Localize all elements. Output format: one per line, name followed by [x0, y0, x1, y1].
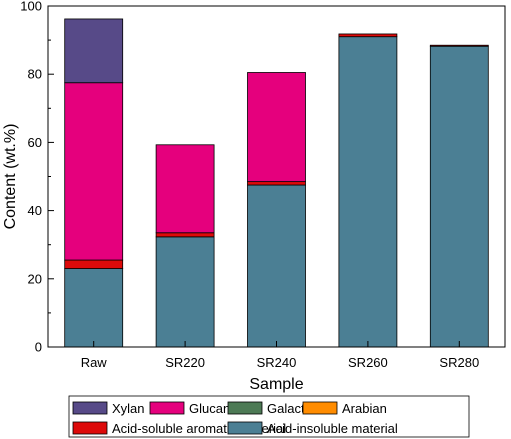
y-axis: 0 20 40 60 80 100 [20, 0, 54, 355]
legend-swatch-galactan [227, 401, 263, 415]
x-tick-label-raw: Raw [81, 355, 108, 370]
legend-label-arabian: Arabian [342, 401, 387, 416]
legend-swatch-xylan [72, 401, 108, 415]
bar-sr280-acid-insoluble-material [429, 45, 489, 348]
bar-raw-xylan [64, 18, 124, 84]
bar-sr260-acid-soluble-aromatic-material [338, 33, 398, 38]
bar-sr220-acid-soluble-aromatic-material [155, 232, 215, 238]
x-tick-label-sr280: SR280 [439, 355, 479, 370]
y-tick-label: 60 [28, 135, 42, 150]
bar-sr280-acid-soluble-aromatic-material [429, 44, 489, 47]
bar-sr240-acid-insoluble-material [247, 184, 306, 348]
x-axis: Raw SR220 SR240 SR260 SR280 [81, 341, 479, 370]
x-tick-label-sr240: SR240 [257, 355, 297, 370]
y-tick-label: 20 [28, 271, 42, 286]
bar-raw-acid-insoluble-material [64, 268, 124, 348]
bar-sr220-acid-insoluble-material [155, 236, 215, 348]
legend-swatch-arabian [302, 401, 338, 415]
bar-sr220-glucan [155, 144, 215, 234]
y-axis-title: Content (wt.%) [2, 124, 19, 230]
bar-sr240-glucan [247, 72, 306, 183]
bar-sr240-acid-soluble-aromatic-material [247, 181, 306, 186]
y-tick-label: 100 [20, 0, 42, 14]
bar-raw-glucan [64, 82, 124, 261]
legend-label-xylan: Xylan [112, 401, 145, 416]
legend-box [68, 395, 470, 438]
bar-sr260-acid-insoluble-material [338, 36, 398, 348]
legend-label-glucan: Glucan [189, 401, 230, 416]
bar-raw-acid-soluble-aromatic-material [64, 259, 124, 269]
legend-label-acid-insoluble-material: Acid-insoluble material [267, 421, 398, 436]
x-tick-label-sr220: SR220 [165, 355, 205, 370]
legend-swatch-glucan [149, 401, 185, 415]
y-tick-label: 0 [35, 340, 42, 355]
legend-swatch-acid-soluble-aromatic-material [72, 421, 108, 435]
bars-layer [64, 18, 489, 348]
x-tick-label-sr260: SR260 [348, 355, 388, 370]
y-tick-label: 80 [28, 67, 42, 82]
x-axis-title: Sample [249, 376, 303, 393]
legend-swatch-acid-insoluble-material [227, 421, 263, 435]
y-tick-label: 40 [28, 203, 42, 218]
